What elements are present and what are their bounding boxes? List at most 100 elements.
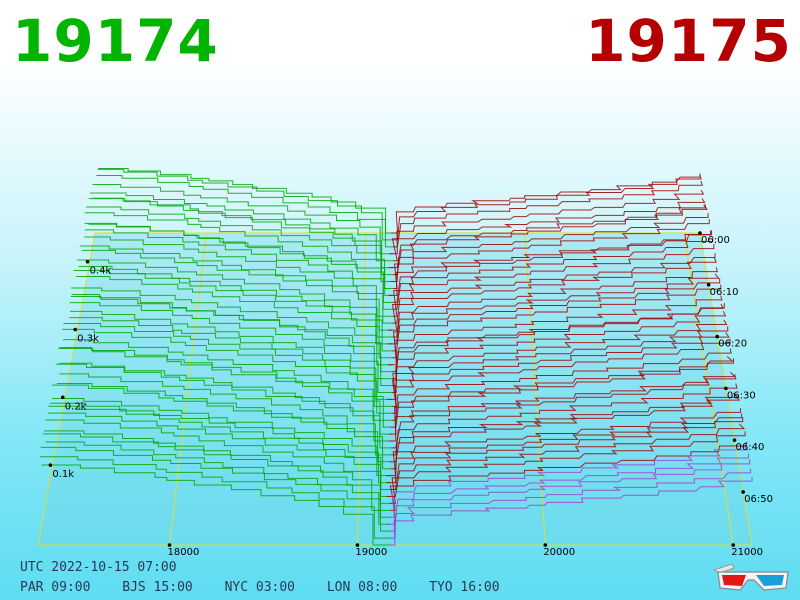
ask-depth-line — [391, 319, 728, 393]
time-tick-mark — [741, 490, 745, 494]
time-tick-mark — [724, 386, 728, 391]
ask-depth-line — [392, 253, 716, 324]
bid-depth-line — [84, 236, 393, 317]
ask-depth-line — [389, 358, 735, 435]
bid-depth-line — [70, 296, 393, 373]
ask-depth-line — [389, 441, 747, 511]
bid-depth-line — [58, 347, 392, 435]
depth-tick-label: 0.4k — [90, 266, 112, 277]
ask-depth-line — [386, 413, 743, 484]
ask-depth-line — [391, 311, 727, 387]
price-tick-label: 20000 — [543, 547, 575, 558]
depth-tick-label: 0.1k — [52, 469, 74, 480]
bid-depth-line — [79, 245, 393, 324]
bid-price-label: 19174 — [12, 7, 219, 75]
time-axis: 06:00 06:10 06:20 06:30 06:40 06:50 — [698, 231, 773, 505]
timezone-par: PAR 09:00 — [20, 580, 91, 595]
depth-tick-mark — [48, 463, 53, 467]
price-tick-mark — [167, 543, 172, 547]
ask-depth-line — [392, 180, 704, 248]
ask-depth-line — [388, 230, 711, 296]
ask-depth-line — [388, 257, 717, 331]
bid-depth-line — [62, 328, 392, 414]
ask-depth-line — [393, 204, 708, 276]
time-tick-mark — [706, 282, 711, 287]
depth-tick-mark — [73, 327, 77, 332]
time-tick-label: 06:20 — [718, 339, 747, 350]
ask-depth-line — [389, 468, 752, 539]
timezone-tyo: TYO 16:00 — [429, 580, 500, 595]
timezone-list: PAR 09:00 BJS 15:00 NYC 03:00 LON 08:00 … — [20, 580, 524, 595]
bid-depth-line — [70, 310, 392, 393]
bid-depth-line — [43, 433, 391, 518]
timezone-nyc: NYC 03:00 — [224, 580, 296, 595]
ask-depth-line — [389, 431, 746, 504]
ask-depth-line — [390, 213, 709, 283]
ask-depth-line — [392, 278, 721, 352]
depth-tick-label: 0.3k — [77, 334, 99, 345]
ask-depth-line — [391, 383, 738, 456]
bid-depth-line — [39, 456, 391, 539]
ask-depth-line — [392, 236, 714, 310]
bid-depth-line — [63, 323, 392, 407]
ask-depth-line — [391, 338, 731, 414]
ask-depth-line — [391, 348, 732, 421]
ask-series — [386, 173, 753, 546]
ask-depth-line — [391, 173, 701, 234]
price-grid-line — [524, 232, 546, 546]
bid-depth-line — [86, 206, 393, 283]
bid-depth-line — [75, 275, 393, 359]
bid-depth-line — [97, 168, 394, 241]
bid-depth-line — [81, 249, 393, 331]
time-tick-label: 06:50 — [744, 494, 773, 505]
bid-depth-line — [84, 229, 393, 310]
ask-depth-line — [390, 445, 749, 518]
utc-time: UTC 2022-10-15 07:00 — [20, 560, 177, 575]
ask-depth-line — [392, 284, 722, 359]
ask-depth-line — [386, 408, 741, 477]
time-tick-mark — [698, 231, 702, 235]
price-grid-line — [683, 232, 734, 546]
bid-depth-line — [69, 302, 392, 387]
bid-depth-line — [63, 339, 392, 421]
price-tick-mark — [731, 543, 736, 547]
bid-depth-line — [52, 384, 391, 470]
price-axis: 18000 19000 20000 21000 — [168, 543, 763, 558]
depth-tick-mark — [60, 395, 65, 400]
price-tick-mark — [543, 543, 548, 547]
ask-depth-line — [388, 295, 723, 366]
ask-depth-line — [389, 189, 705, 255]
ask-depth-line — [392, 230, 713, 303]
time-tick-label: 06:10 — [710, 287, 739, 298]
bid-depth-line — [44, 430, 391, 511]
timezone-bjs: BJS 15:00 — [122, 580, 193, 595]
bid-depth-line — [73, 270, 393, 352]
bid-depth-line — [89, 192, 394, 262]
ask-depth-line — [387, 453, 750, 525]
ask-depth-line — [387, 423, 746, 497]
ask-depth-line — [391, 374, 737, 449]
3d-glasses-icon[interactable] — [712, 560, 792, 594]
bid-depth-line — [77, 259, 393, 338]
bid-depth-line — [92, 184, 394, 255]
ask-depth-line — [390, 476, 753, 546]
price-tick-label: 19000 — [355, 547, 387, 558]
timezone-lon: LON 08:00 — [326, 580, 398, 595]
bid-depth-line — [45, 419, 391, 504]
bid-depth-line — [41, 464, 391, 546]
bid-series — [39, 167, 394, 546]
bid-depth-line — [56, 383, 392, 463]
depth-tick-label: 0.2k — [65, 401, 87, 412]
bid-depth-line — [47, 412, 391, 497]
price-tick-mark — [355, 543, 360, 547]
time-tick-label: 06:30 — [727, 390, 756, 401]
time-tick-mark — [715, 334, 720, 339]
bid-depth-line — [70, 287, 393, 366]
bid-depth-line — [71, 294, 392, 380]
depth-tick-mark — [85, 259, 90, 264]
bid-depth-line — [55, 363, 392, 449]
depth-axis: 0.1k 0.2k 0.3k 0.4k — [48, 259, 112, 480]
bid-depth-line — [49, 402, 391, 484]
ask-depth-line — [390, 395, 741, 470]
